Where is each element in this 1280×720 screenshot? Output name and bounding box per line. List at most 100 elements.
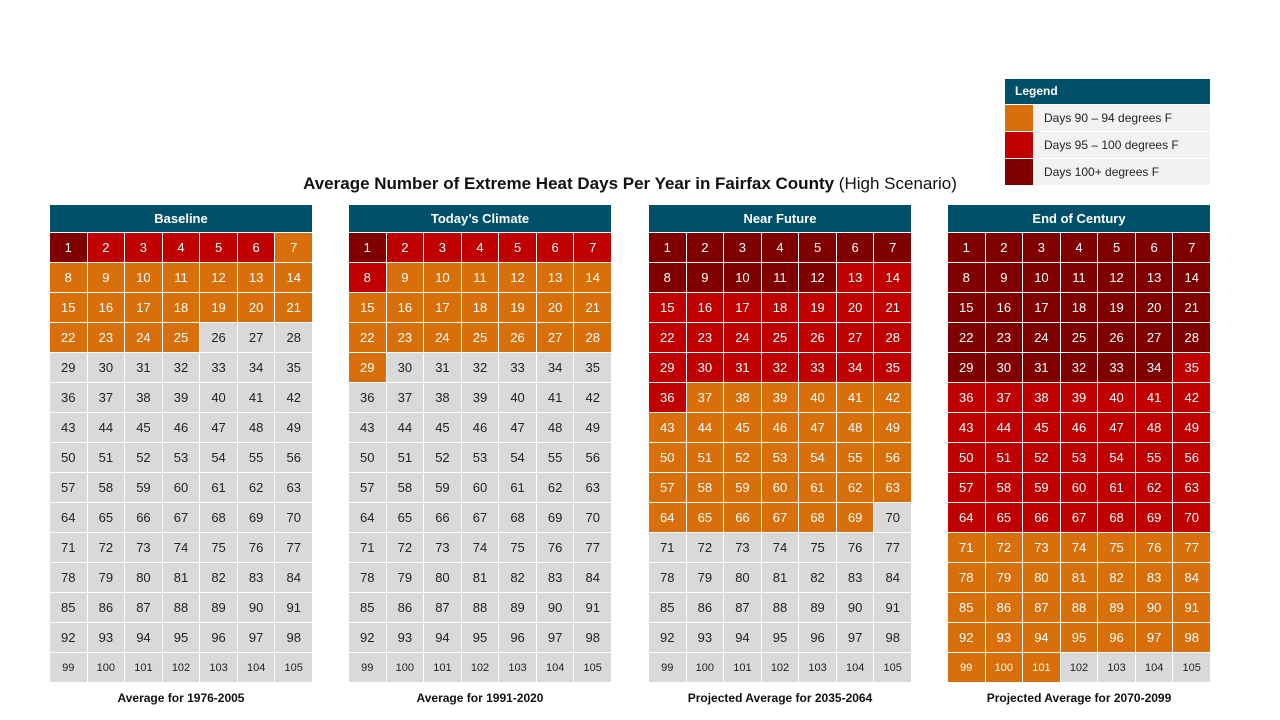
legend-label: Days 90 – 94 degrees F	[1044, 111, 1173, 125]
day-cell-90-94: 11	[461, 263, 499, 292]
day-cell-empty: 94	[125, 623, 162, 652]
day-cell-empty: 35	[275, 353, 312, 382]
day-cell-empty: 38	[424, 383, 461, 412]
panel-end-of-century: End of Century 1 2 3 4 5 6 7 8 9 10 11 12 13 14 15 16 17…	[948, 205, 1210, 705]
day-cell-empty: 74	[162, 533, 200, 562]
legend-item-95-100: Days 95 – 100 degrees F	[1005, 132, 1210, 158]
day-cell-empty: 69	[237, 503, 275, 532]
day-cell-empty: 99	[649, 653, 686, 682]
day-cell-90-94: 10	[424, 263, 461, 292]
day-cell-empty: 88	[461, 593, 499, 622]
day-cell-90-94: 9	[87, 263, 125, 292]
day-cell-100-plus: 21	[1173, 293, 1210, 322]
day-cell-95-100: 2	[87, 233, 125, 262]
day-cell-95-100: 28	[874, 323, 911, 352]
day-cell-empty: 55	[536, 443, 574, 472]
day-cell-empty: 99	[50, 653, 87, 682]
day-cell-empty: 90	[237, 593, 275, 622]
day-cell-empty: 40	[499, 383, 536, 412]
day-cell-100-plus: 2	[686, 233, 724, 262]
day-cell-95-100: 16	[686, 293, 724, 322]
day-cell-empty: 31	[424, 353, 461, 382]
day-cell-empty: 63	[574, 473, 611, 502]
day-cell-90-94: 23	[386, 323, 424, 352]
day-cell-95-100: 64	[948, 503, 985, 532]
day-cell-empty: 75	[799, 533, 836, 562]
day-cell-90-94: 20	[237, 293, 275, 322]
day-cell-100-plus: 30	[985, 353, 1023, 382]
day-cell-90-94: 54	[799, 443, 836, 472]
day-cell-100-plus: 25	[1060, 323, 1098, 352]
day-cell-empty: 30	[386, 353, 424, 382]
day-cell-empty: 96	[499, 623, 536, 652]
day-cell-empty: 70	[275, 503, 312, 532]
day-cell-90-94: 82	[1098, 563, 1135, 592]
day-cell-empty: 96	[200, 623, 237, 652]
day-cell-90-94: 46	[761, 413, 799, 442]
day-cell-95-100: 57	[948, 473, 985, 502]
day-cell-95-100: 67	[1060, 503, 1098, 532]
day-cell-empty: 90	[536, 593, 574, 622]
day-cell-empty: 33	[200, 353, 237, 382]
day-cell-100-plus: 26	[1098, 323, 1135, 352]
day-cell-90-94: 84	[1173, 563, 1210, 592]
day-cell-empty: 44	[87, 413, 125, 442]
day-cell-empty: 103	[200, 653, 237, 682]
day-cell-90-94: 22	[50, 323, 87, 352]
day-cell-empty: 27	[237, 323, 275, 352]
day-cell-95-100: 60	[1060, 473, 1098, 502]
day-cell-empty: 84	[574, 563, 611, 592]
day-cell-90-94: 27	[536, 323, 574, 352]
legend-label: Days 95 – 100 degrees F	[1044, 138, 1179, 152]
day-cell-95-100: 62	[1135, 473, 1173, 502]
day-cell-100-plus: 22	[948, 323, 985, 352]
panel-near-future: Near Future 1 2 3 4 5 6 7 8 9 10 11 12 13 14 15 16 17 18 1…	[649, 205, 911, 705]
day-cell-empty: 80	[125, 563, 162, 592]
day-cell-empty: 37	[386, 383, 424, 412]
day-cell-100-plus: 29	[948, 353, 985, 382]
day-cell-empty: 91	[874, 593, 911, 622]
day-cell-100-plus: 4	[1060, 233, 1098, 262]
day-cell-95-100: 56	[1173, 443, 1210, 472]
day-cell-90-94: 40	[799, 383, 836, 412]
day-cell-empty: 83	[536, 563, 574, 592]
day-cell-90-94: 19	[499, 293, 536, 322]
day-cell-95-100: 6	[237, 233, 275, 262]
day-cell-90-94: 61	[799, 473, 836, 502]
day-cell-90-94: 88	[1060, 593, 1098, 622]
day-cell-90-94: 86	[985, 593, 1023, 622]
panel-baseline: Baseline 1 2 3 4 5 6 7 8 9 10 11 12 13 14 15 16 17 18 19 20…	[50, 205, 312, 705]
day-cell-empty: 102	[162, 653, 200, 682]
day-cell-empty: 86	[87, 593, 125, 622]
day-cell-90-94: 100	[985, 653, 1023, 682]
day-cell-95-100: 18	[761, 293, 799, 322]
day-cell-empty: 65	[87, 503, 125, 532]
day-cell-empty: 61	[200, 473, 237, 502]
day-cell-95-100: 19	[799, 293, 836, 322]
day-cell-empty: 48	[536, 413, 574, 442]
day-cell-90-94: 7	[275, 233, 312, 262]
day-cell-empty: 98	[574, 623, 611, 652]
day-cell-empty: 85	[50, 593, 87, 622]
day-cell-empty: 98	[275, 623, 312, 652]
day-cell-empty: 54	[200, 443, 237, 472]
day-cell-empty: 40	[200, 383, 237, 412]
day-cell-95-100: 41	[1135, 383, 1173, 412]
day-cell-100-plus: 11	[1060, 263, 1098, 292]
day-cell-empty: 95	[162, 623, 200, 652]
day-cell-empty: 43	[349, 413, 386, 442]
legend-title: Legend	[1005, 79, 1210, 104]
day-cell-empty: 101	[125, 653, 162, 682]
day-cell-empty: 85	[349, 593, 386, 622]
day-grid: 1 2 3 4 5 6 7 8 9 10 11 12 13 14 15 16 17 18 19 20 21 22 23 24 2…	[948, 232, 1210, 682]
day-cell-100-plus: 7	[1173, 233, 1210, 262]
panel-header: End of Century	[948, 205, 1210, 232]
day-cell-95-100: 59	[1023, 473, 1060, 502]
day-cell-90-94: 81	[1060, 563, 1098, 592]
day-cell-100-plus: 6	[1135, 233, 1173, 262]
day-cell-empty: 93	[686, 623, 724, 652]
day-grid: 1 2 3 4 5 6 7 8 9 10 11 12 13 14 15 16 17 18 19 20 21 22 23 24 2…	[50, 232, 312, 682]
day-cell-empty: 104	[836, 653, 874, 682]
day-cell-90-94: 37	[686, 383, 724, 412]
day-cell-95-100: 61	[1098, 473, 1135, 502]
